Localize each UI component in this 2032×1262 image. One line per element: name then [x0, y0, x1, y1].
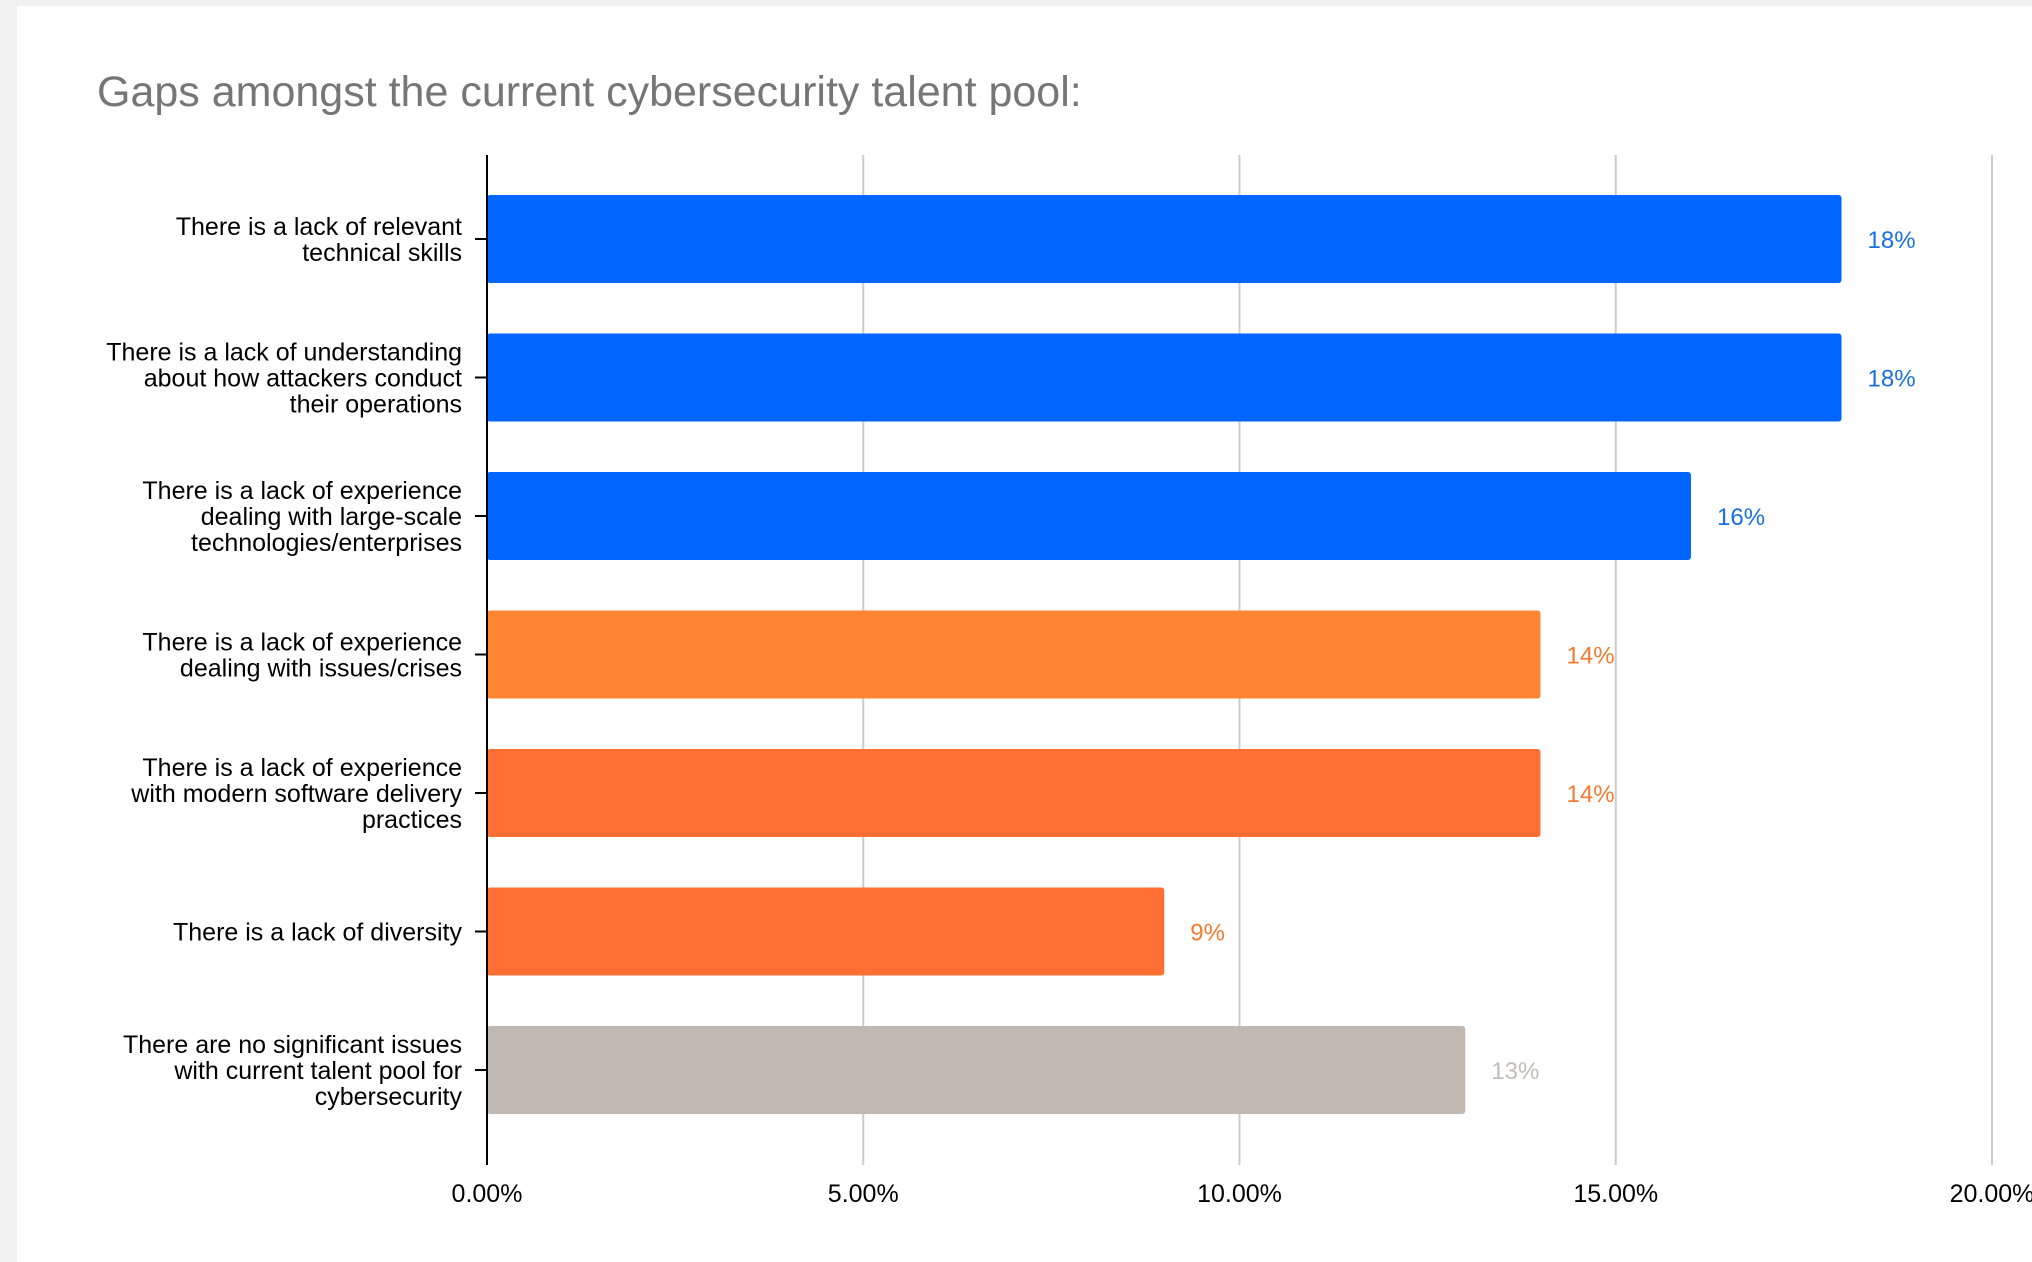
category-label-line: practices	[362, 806, 462, 834]
category-label-line: There is a lack of understanding	[106, 339, 462, 367]
category-label-line: There is a lack of relevant	[176, 213, 462, 241]
category-label-line: There is a lack of diversity	[173, 919, 462, 947]
category-label: There is a lack of experience dealing wit…	[142, 477, 462, 557]
category-label-line: technical skills	[302, 239, 462, 267]
bar	[487, 472, 1691, 560]
category-label-line: There are no significant issues	[123, 1031, 462, 1059]
bar	[487, 333, 1842, 422]
category-label-line: dealing with issues/crises	[180, 655, 462, 683]
category-label-line: with modern software delivery	[130, 780, 462, 808]
category-label: There is a lack of diversity	[173, 919, 462, 947]
category-label-line: There is a lack of experience	[142, 629, 462, 657]
bars	[487, 195, 1842, 1114]
category-label-line: with current talent pool for	[173, 1057, 462, 1085]
category-label-line: their operations	[290, 391, 462, 419]
data-label: 9%	[1190, 920, 1225, 947]
category-label: There is a lack of understanding about ho…	[106, 339, 462, 419]
category-label-line: technologies/enterprises	[191, 529, 462, 557]
x-tick-label: 15.00%	[1573, 1180, 1658, 1208]
category-label-line: There is a lack of experience	[142, 477, 462, 505]
data-label: 14%	[1567, 781, 1615, 808]
data-label: 16%	[1717, 504, 1765, 531]
labels: 0.00% 5.00% 10.00% 15.00% 20.00% 18% There is …	[106, 213, 2032, 1208]
category-label: There is a lack of relevant technical ski…	[176, 213, 462, 267]
bar	[487, 749, 1541, 837]
data-label: 18%	[1868, 366, 1916, 393]
chart-title: Gaps amongst the current cybersecurity t…	[97, 68, 1082, 116]
category-label-line: cybersecurity	[315, 1083, 463, 1111]
bar	[487, 195, 1842, 283]
bar	[487, 610, 1541, 699]
x-tick-label: 0.00%	[452, 1180, 523, 1208]
data-label: 18%	[1868, 227, 1916, 254]
data-label: 13%	[1491, 1058, 1539, 1085]
category-label: There is a lack of experience with modern…	[130, 754, 462, 834]
category-label: There are no significant issues with curr…	[123, 1031, 463, 1111]
data-label: 14%	[1567, 643, 1615, 670]
category-label-line: about how attackers conduct	[144, 365, 462, 393]
category-label: There is a lack of experience dealing wit…	[142, 629, 462, 683]
bar	[487, 887, 1165, 976]
axes	[475, 155, 488, 1165]
category-label-line: There is a lack of experience	[142, 754, 462, 782]
x-tick-label: 20.00%	[1950, 1180, 2032, 1208]
x-tick-label: 10.00%	[1197, 1180, 1282, 1208]
category-label-line: dealing with large-scale	[201, 503, 462, 531]
x-tick-label: 5.00%	[828, 1180, 899, 1208]
bar	[487, 1026, 1466, 1114]
